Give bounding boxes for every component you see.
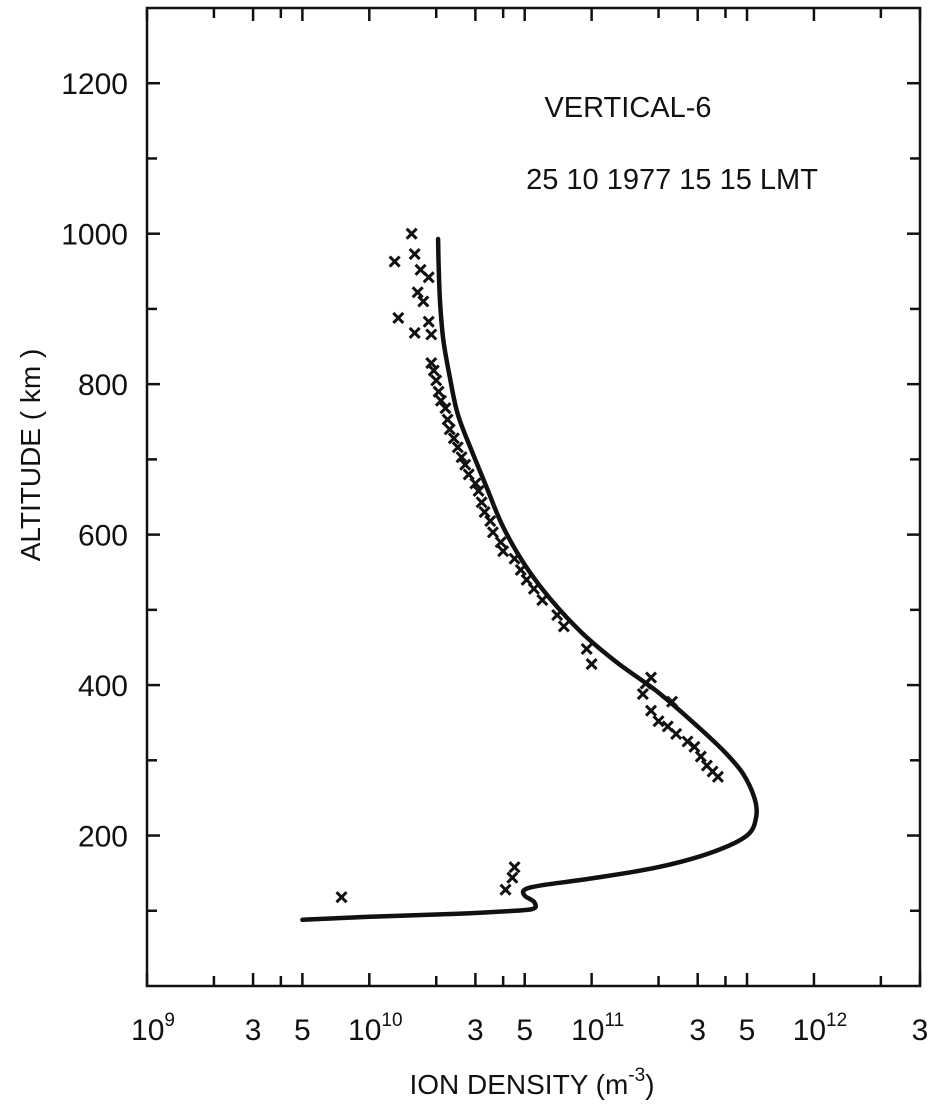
y-tick-label: 600 <box>78 520 128 553</box>
x-axis-title-exp: -3 <box>628 1065 645 1086</box>
y-tick-label: 800 <box>78 369 128 402</box>
measurement-x-marker <box>422 271 435 284</box>
x-tick-label: 5 <box>516 1014 533 1047</box>
measurement-x-marker <box>681 735 694 748</box>
plot-frame <box>145 6 922 988</box>
model-profile-line <box>300 236 759 923</box>
y-tick-label: 400 <box>78 670 128 703</box>
y-tick-label: 1200 <box>61 68 128 101</box>
measurement-x-marker <box>434 394 448 407</box>
chart-title: VERTICAL-6 <box>544 92 711 124</box>
measurement-x-marker <box>441 413 454 426</box>
measurement-x-marker <box>411 286 424 299</box>
measurement-x-marker <box>700 759 713 772</box>
measurement-x-marker <box>484 515 497 528</box>
measurement-x-marker <box>557 620 570 633</box>
x-axis-title-text: ION DENSITY (m <box>409 1069 628 1100</box>
measurement-x-marker <box>469 477 482 490</box>
measurement-x-marker <box>425 357 438 370</box>
x-tick-label: 1012 <box>793 1010 848 1047</box>
measurement-x-marker <box>335 891 348 904</box>
y-axis-title: ALTITUDE ( km ) <box>15 349 46 562</box>
axis-ticks <box>145 8 922 986</box>
measurement-x-marker <box>443 423 456 436</box>
measurement-x-marker <box>430 374 443 387</box>
measurement-x-marker <box>580 642 593 656</box>
x-tick-label: 109 <box>131 1010 175 1047</box>
x-tick-label: 3 <box>689 1014 706 1047</box>
measurement-x-marker <box>408 247 421 261</box>
y-tick-label: 200 <box>78 821 128 854</box>
measurement-x-marker <box>636 688 649 701</box>
measurement-x-marker <box>447 432 460 445</box>
x-tick-label: 1010 <box>348 1010 403 1047</box>
measurement-x-marker <box>417 295 430 308</box>
measurement-x-marker <box>652 715 665 728</box>
measurement-x-marker <box>422 315 435 328</box>
measurement-x-marker <box>694 750 707 763</box>
measurement-x-marker <box>486 526 500 539</box>
x-tick-label: 5 <box>294 1014 311 1047</box>
x-tick-label: 5 <box>739 1014 756 1047</box>
measurement-x-marker <box>432 385 445 398</box>
measurement-x-marker <box>388 255 401 268</box>
measurement-x-marker <box>508 552 521 565</box>
measurement-x-marker <box>499 883 512 896</box>
measurement-x-marker <box>425 328 438 341</box>
x-tick-label: 3 <box>912 1014 929 1047</box>
measurement-x-marker <box>514 563 527 577</box>
measurement-x-marker <box>439 402 452 415</box>
measurement-x-marker <box>661 720 674 733</box>
measurement-x-marker <box>455 451 468 464</box>
measurement-x-marker <box>497 545 510 558</box>
x-axis-title-suffix: ) <box>645 1069 654 1100</box>
data-series <box>300 227 759 923</box>
measurement-x-marker <box>508 861 521 874</box>
measurement-x-marker <box>475 496 488 509</box>
measurement-x-marker <box>392 311 405 325</box>
y-tick-label: 1000 <box>61 219 128 252</box>
measurement-x-marker <box>551 609 564 622</box>
y-tick-labels: 200 400 600 800 1000 1200 <box>61 68 128 853</box>
x-tick-label: 3 <box>467 1014 484 1047</box>
measurement-x-marker <box>459 458 472 471</box>
measurement-x-marker <box>644 704 658 717</box>
measurement-x-marker <box>665 695 679 708</box>
measurement-x-marker <box>462 468 475 481</box>
measurement-x-marker <box>451 441 464 454</box>
measurement-x-marker <box>585 657 598 671</box>
measurement-x-marker <box>405 227 418 240</box>
x-tick-labels: 109 3 5 1010 3 5 1011 3 5 1012 3 <box>131 1010 928 1047</box>
measurement-x-marker <box>427 364 440 377</box>
measurement-x-marker <box>506 871 519 884</box>
x-tick-label: 3 <box>245 1014 262 1047</box>
measurement-x-marker <box>520 573 533 586</box>
x-axis-title: ION DENSITY (m-3) <box>409 1065 654 1100</box>
chart-subtitle: 25 10 1977 15 15 LMT <box>526 164 818 196</box>
measurement-x-marker <box>536 594 549 607</box>
measurement-x-marker <box>472 484 485 498</box>
x-tick-label: 1011 <box>571 1010 624 1047</box>
measurement-x-marker <box>408 326 421 340</box>
measurement-x-marker <box>478 505 491 519</box>
measurement-x-marker <box>494 536 507 549</box>
measurement-x-marker <box>644 671 658 684</box>
